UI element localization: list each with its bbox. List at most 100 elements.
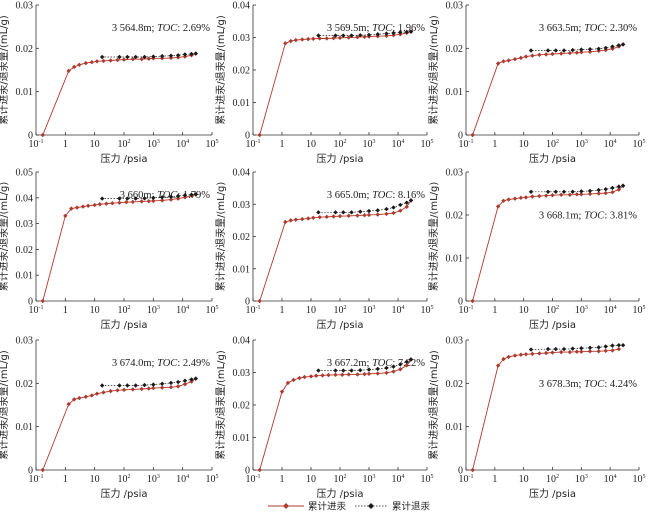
legend-label-extrusion: 累计退汞	[392, 501, 431, 513]
x-tick-label: 105	[206, 305, 219, 316]
extrusion-point	[603, 187, 608, 192]
extrusion-point	[125, 383, 130, 388]
extrusion-point	[587, 345, 593, 350]
sample-annotation: 3 674.0m; TOC: 2.49%	[112, 358, 210, 369]
y-tick-label: 0.03	[446, 336, 464, 347]
extrusion-point	[408, 198, 414, 203]
extrusion-point	[391, 364, 396, 369]
extrusion-point	[133, 54, 138, 60]
intrusion-point	[537, 193, 542, 199]
x-tick-label: 104	[176, 474, 189, 485]
intrusion-point	[523, 195, 529, 200]
extrusion-line	[102, 378, 196, 386]
intrusion-point	[518, 352, 524, 357]
intrusion-point	[616, 187, 622, 192]
x-tick-label: 10-1	[29, 139, 44, 150]
x-tick-label: 10	[306, 474, 316, 485]
y-tick-label: 0.05	[16, 168, 34, 179]
extrusion-point	[366, 367, 372, 372]
intrusion-point	[355, 34, 360, 40]
x-tick-label: 104	[392, 305, 405, 316]
y-tick-label: 0.01	[446, 254, 464, 265]
extrusion-point	[193, 51, 198, 56]
intrusion-point	[115, 57, 120, 63]
x-axis-title: 压力 /psia	[529, 152, 576, 165]
intrusion-point	[384, 370, 389, 376]
x-tick-label: 1	[280, 139, 285, 150]
intrusion-point	[89, 60, 95, 65]
intrusion-point	[512, 196, 518, 201]
intrusion-point	[324, 214, 329, 220]
intrusion-point	[558, 192, 564, 197]
intrusion-point	[518, 55, 524, 61]
intrusion-point	[130, 56, 136, 62]
extrusion-point	[151, 195, 156, 200]
x-tick-label: 105	[421, 474, 434, 485]
intrusion-point	[398, 208, 403, 213]
extrusion-point	[398, 202, 403, 208]
legend-item-extrusion: 累计退汞	[355, 501, 431, 513]
x-tick-label: 102	[546, 305, 559, 316]
intrusion-point	[89, 393, 95, 398]
intrusion-point	[121, 57, 127, 62]
intrusion-point	[300, 37, 305, 42]
x-tick-label: 10-1	[246, 305, 261, 316]
intrusion-point	[558, 349, 564, 355]
intrusion-point	[375, 212, 380, 217]
sample-annotation: 3 564.8m; TOC: 2.69%	[112, 23, 210, 34]
extrusion-point	[603, 45, 608, 51]
x-tick-label: 105	[633, 305, 646, 316]
intrusion-point	[83, 394, 89, 399]
intrusion-point	[470, 467, 475, 473]
sample-annotation: 3 663.5m; TOC: 2.30%	[539, 23, 637, 34]
intrusion-point	[391, 369, 396, 374]
intrusion-point	[543, 193, 549, 198]
x-tick-label: 103	[363, 474, 376, 485]
extrusion-point	[579, 47, 584, 52]
sample-annotation: 3 665.0m; TOC: 8.16%	[327, 190, 425, 201]
intrusion-point	[337, 213, 343, 219]
extrusion-point	[341, 33, 346, 38]
extrusion-point	[189, 51, 194, 57]
x-tick-label: 104	[604, 139, 617, 150]
extrusion-point	[528, 347, 534, 352]
extrusion-point	[620, 343, 626, 348]
extrusion-point	[375, 208, 380, 213]
extrusion-point	[159, 381, 165, 386]
intrusion-point	[537, 351, 542, 356]
extrusion-point	[384, 31, 389, 36]
intrusion-point	[355, 372, 360, 377]
intrusion-point	[146, 56, 151, 61]
x-tick-label: 102	[334, 139, 347, 150]
intrusion-point	[587, 49, 593, 54]
intrusion-point	[616, 346, 622, 352]
x-tick-label: 10-1	[246, 139, 261, 150]
intrusion-point	[108, 58, 113, 63]
intrusion-point	[391, 210, 396, 216]
intrusion-point	[404, 363, 409, 368]
x-tick-label: 105	[633, 474, 646, 485]
y-tick-label: 0.01	[16, 271, 34, 282]
x-tick-label: 102	[118, 474, 131, 485]
extrusion-point	[333, 368, 338, 373]
intrusion-point	[501, 356, 506, 362]
extrusion-point	[117, 54, 122, 60]
intrusion-point	[366, 212, 372, 218]
intrusion-point	[74, 205, 80, 210]
y-tick-label: 0	[458, 466, 463, 477]
intrusion-point	[391, 33, 396, 38]
extrusion-point	[316, 210, 321, 215]
extrusion-point	[117, 196, 122, 201]
intrusion-point	[71, 397, 77, 402]
intrusion-point	[257, 467, 262, 473]
extrusion-point	[404, 29, 409, 35]
extrusion-point	[189, 377, 194, 382]
y-tick-label: 0	[28, 297, 33, 308]
intrusion-point	[384, 211, 389, 217]
extrusion-point	[142, 382, 147, 388]
intrusion-point	[40, 132, 45, 138]
extrusion-point	[117, 383, 122, 388]
extrusion-point	[133, 383, 138, 388]
extrusion-point	[579, 346, 584, 351]
